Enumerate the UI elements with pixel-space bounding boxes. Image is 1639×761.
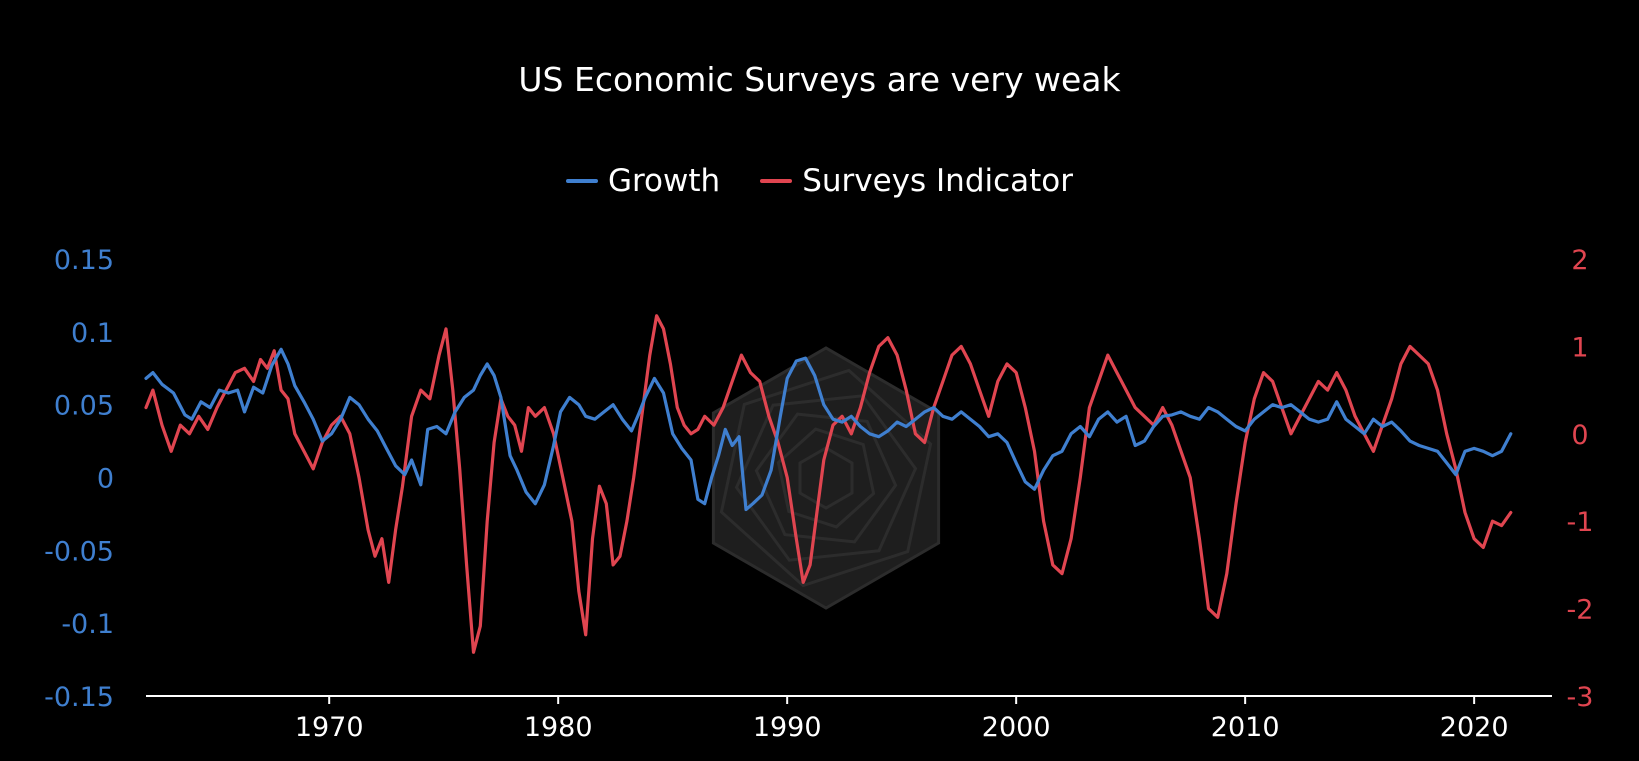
legend-label-growth: Growth bbox=[607, 163, 721, 199]
y-right-tick-label: -2 bbox=[1567, 595, 1594, 626]
x-tick-label: 1980 bbox=[524, 712, 593, 743]
x-tick-label: 2020 bbox=[1440, 712, 1509, 743]
series-line-growth bbox=[144, 347, 1513, 512]
y-left-tick-label: 0 bbox=[97, 464, 114, 495]
legend-item-surveys[interactable]: Surveys Indicator bbox=[760, 163, 1073, 199]
y-left-tick-label: -0.15 bbox=[44, 682, 114, 713]
y-right-tick-label: 1 bbox=[1571, 332, 1588, 363]
y-axis-right: 2 1 0 -1 -2 -3 bbox=[1567, 245, 1594, 713]
x-tick-label: 1990 bbox=[753, 712, 822, 743]
y-left-tick-label: -0.1 bbox=[61, 609, 114, 640]
y-right-tick-label: 0 bbox=[1571, 420, 1588, 451]
y-left-tick-label: 0.05 bbox=[54, 391, 114, 422]
chart-title: US Economic Surveys are very weak bbox=[518, 60, 1121, 99]
watermark-hexagon bbox=[719, 368, 933, 588]
legend-swatch-surveys bbox=[760, 179, 793, 183]
watermark-hexagon bbox=[754, 412, 898, 544]
legend-swatch-growth bbox=[565, 179, 598, 183]
y-left-tick-label: -0.05 bbox=[44, 536, 114, 567]
watermark-hexagon bbox=[776, 427, 876, 529]
y-right-tick-label: 2 bbox=[1571, 245, 1588, 276]
y-axis-left: 0.15 0.1 0.05 0 -0.05 -0.1 -0.15 bbox=[44, 245, 114, 713]
y-left-tick-label: 0.15 bbox=[54, 245, 114, 276]
y-right-tick-label: -1 bbox=[1567, 507, 1594, 538]
x-axis: 1970 1980 1990 2000 2010 2020 bbox=[295, 696, 1509, 743]
watermark-logo bbox=[711, 346, 941, 610]
series-layer bbox=[144, 314, 1513, 654]
x-tick-label: 1970 bbox=[295, 712, 364, 743]
legend-item-growth[interactable]: Growth bbox=[565, 163, 721, 199]
legend: Growth Surveys Indicator bbox=[0, 163, 1639, 199]
y-left-tick-label: 0.1 bbox=[71, 318, 114, 349]
x-tick-label: 2010 bbox=[1211, 712, 1280, 743]
y-right-tick-label: -3 bbox=[1567, 682, 1594, 713]
x-tick-label: 2000 bbox=[982, 712, 1051, 743]
legend-label-surveys: Surveys Indicator bbox=[802, 163, 1074, 199]
watermark-hexagon bbox=[734, 394, 918, 562]
series-line-surveys bbox=[144, 314, 1513, 654]
